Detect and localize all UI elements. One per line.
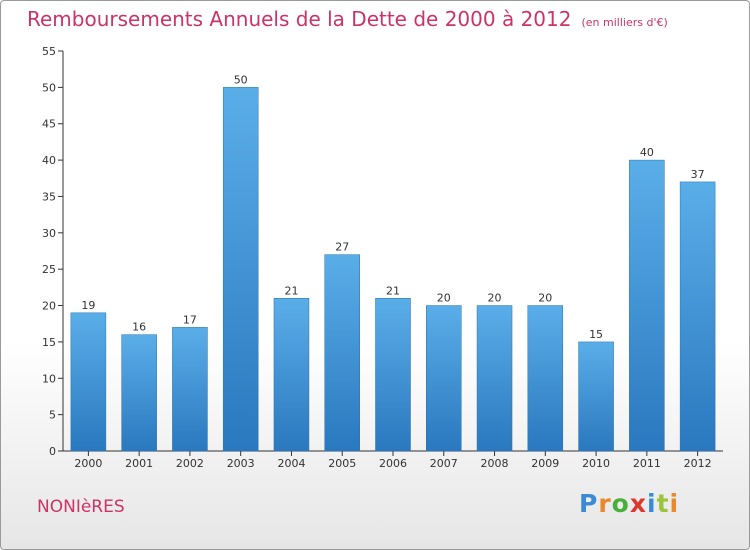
chart-frame: 0 5 10 15 20 25 30 35 40 45 50 55 2000 19 2001 16 2002 17… xyxy=(0,0,750,550)
y-tick-label: 45 xyxy=(42,118,56,131)
chart-subtitle: (en milliers d'€) xyxy=(581,16,667,29)
y-tick-label: 25 xyxy=(42,263,56,276)
chart-title: Remboursements Annuels de la Dette de 20… xyxy=(27,7,668,31)
bar-2000 xyxy=(71,313,106,451)
bar-2006 xyxy=(376,298,411,451)
y-tick-label: 20 xyxy=(42,300,56,313)
y-tick-label: 35 xyxy=(42,190,56,203)
data-label-2002: 17 xyxy=(183,313,197,326)
y-tick-label: 30 xyxy=(42,227,56,240)
bar-2004 xyxy=(274,298,309,451)
y-tick-label: 55 xyxy=(42,45,56,58)
bar-2001 xyxy=(122,335,157,451)
data-label-2011: 40 xyxy=(640,146,654,159)
brand-logo-letter: P xyxy=(579,489,598,518)
y-tick-label: 0 xyxy=(49,445,56,458)
bar-2010 xyxy=(579,342,614,451)
x-tick-label-2002: 2002 xyxy=(176,457,204,470)
data-label-2007: 20 xyxy=(437,292,451,305)
brand-logo: Proxiti xyxy=(579,489,679,518)
bar-2005 xyxy=(325,255,360,451)
brand-logo-letter: i xyxy=(647,489,657,518)
x-tick-label-2003: 2003 xyxy=(227,457,255,470)
brand-logo-letter: t xyxy=(657,489,670,518)
data-label-2010: 15 xyxy=(589,328,603,341)
data-label-2009: 20 xyxy=(538,292,552,305)
data-label-2012: 37 xyxy=(691,168,705,181)
brand-logo-letter: x xyxy=(630,489,647,518)
y-tick-label: 50 xyxy=(42,81,56,94)
x-tick-label-2005: 2005 xyxy=(328,457,356,470)
x-tick-label-2000: 2000 xyxy=(74,457,102,470)
x-tick-label-2012: 2012 xyxy=(684,457,712,470)
bar-2003 xyxy=(223,87,258,451)
y-tick-label: 10 xyxy=(42,372,56,385)
brand-logo-letter: o xyxy=(612,489,630,518)
y-tick-label: 5 xyxy=(49,409,56,422)
data-label-2005: 27 xyxy=(335,241,349,254)
x-tick-label-2009: 2009 xyxy=(531,457,559,470)
bars xyxy=(71,87,715,451)
x-tick-label-2007: 2007 xyxy=(430,457,458,470)
x-tick-label-2010: 2010 xyxy=(582,457,610,470)
x-tick-label-2006: 2006 xyxy=(379,457,407,470)
data-label-2008: 20 xyxy=(488,292,502,305)
x-tick-label-2004: 2004 xyxy=(277,457,305,470)
data-label-2006: 21 xyxy=(386,284,400,297)
x-tick-label-2008: 2008 xyxy=(481,457,509,470)
x-tick-label-2001: 2001 xyxy=(125,457,153,470)
bar-chart: 0 5 10 15 20 25 30 35 40 45 50 55 2000 19 2001 16 2002 17… xyxy=(1,1,749,549)
bar-2008 xyxy=(477,306,512,451)
bar-2011 xyxy=(629,160,664,451)
bar-2009 xyxy=(528,306,563,451)
x-tick-label-2011: 2011 xyxy=(633,457,661,470)
y-tick-label: 40 xyxy=(42,154,56,167)
data-label-2003: 50 xyxy=(234,73,248,86)
data-label-2000: 19 xyxy=(81,299,95,312)
commune-name: NONIèRES xyxy=(37,497,125,517)
bar-2002 xyxy=(172,327,207,451)
bar-2007 xyxy=(426,306,461,451)
y-tick-label: 15 xyxy=(42,336,56,349)
data-label-2004: 21 xyxy=(284,284,298,297)
bar-2012 xyxy=(680,182,715,451)
brand-logo-letter: r xyxy=(598,489,611,518)
data-label-2001: 16 xyxy=(132,321,146,334)
brand-logo-letter: i xyxy=(670,489,680,518)
chart-title-text: Remboursements Annuels de la Dette de 20… xyxy=(27,7,571,31)
